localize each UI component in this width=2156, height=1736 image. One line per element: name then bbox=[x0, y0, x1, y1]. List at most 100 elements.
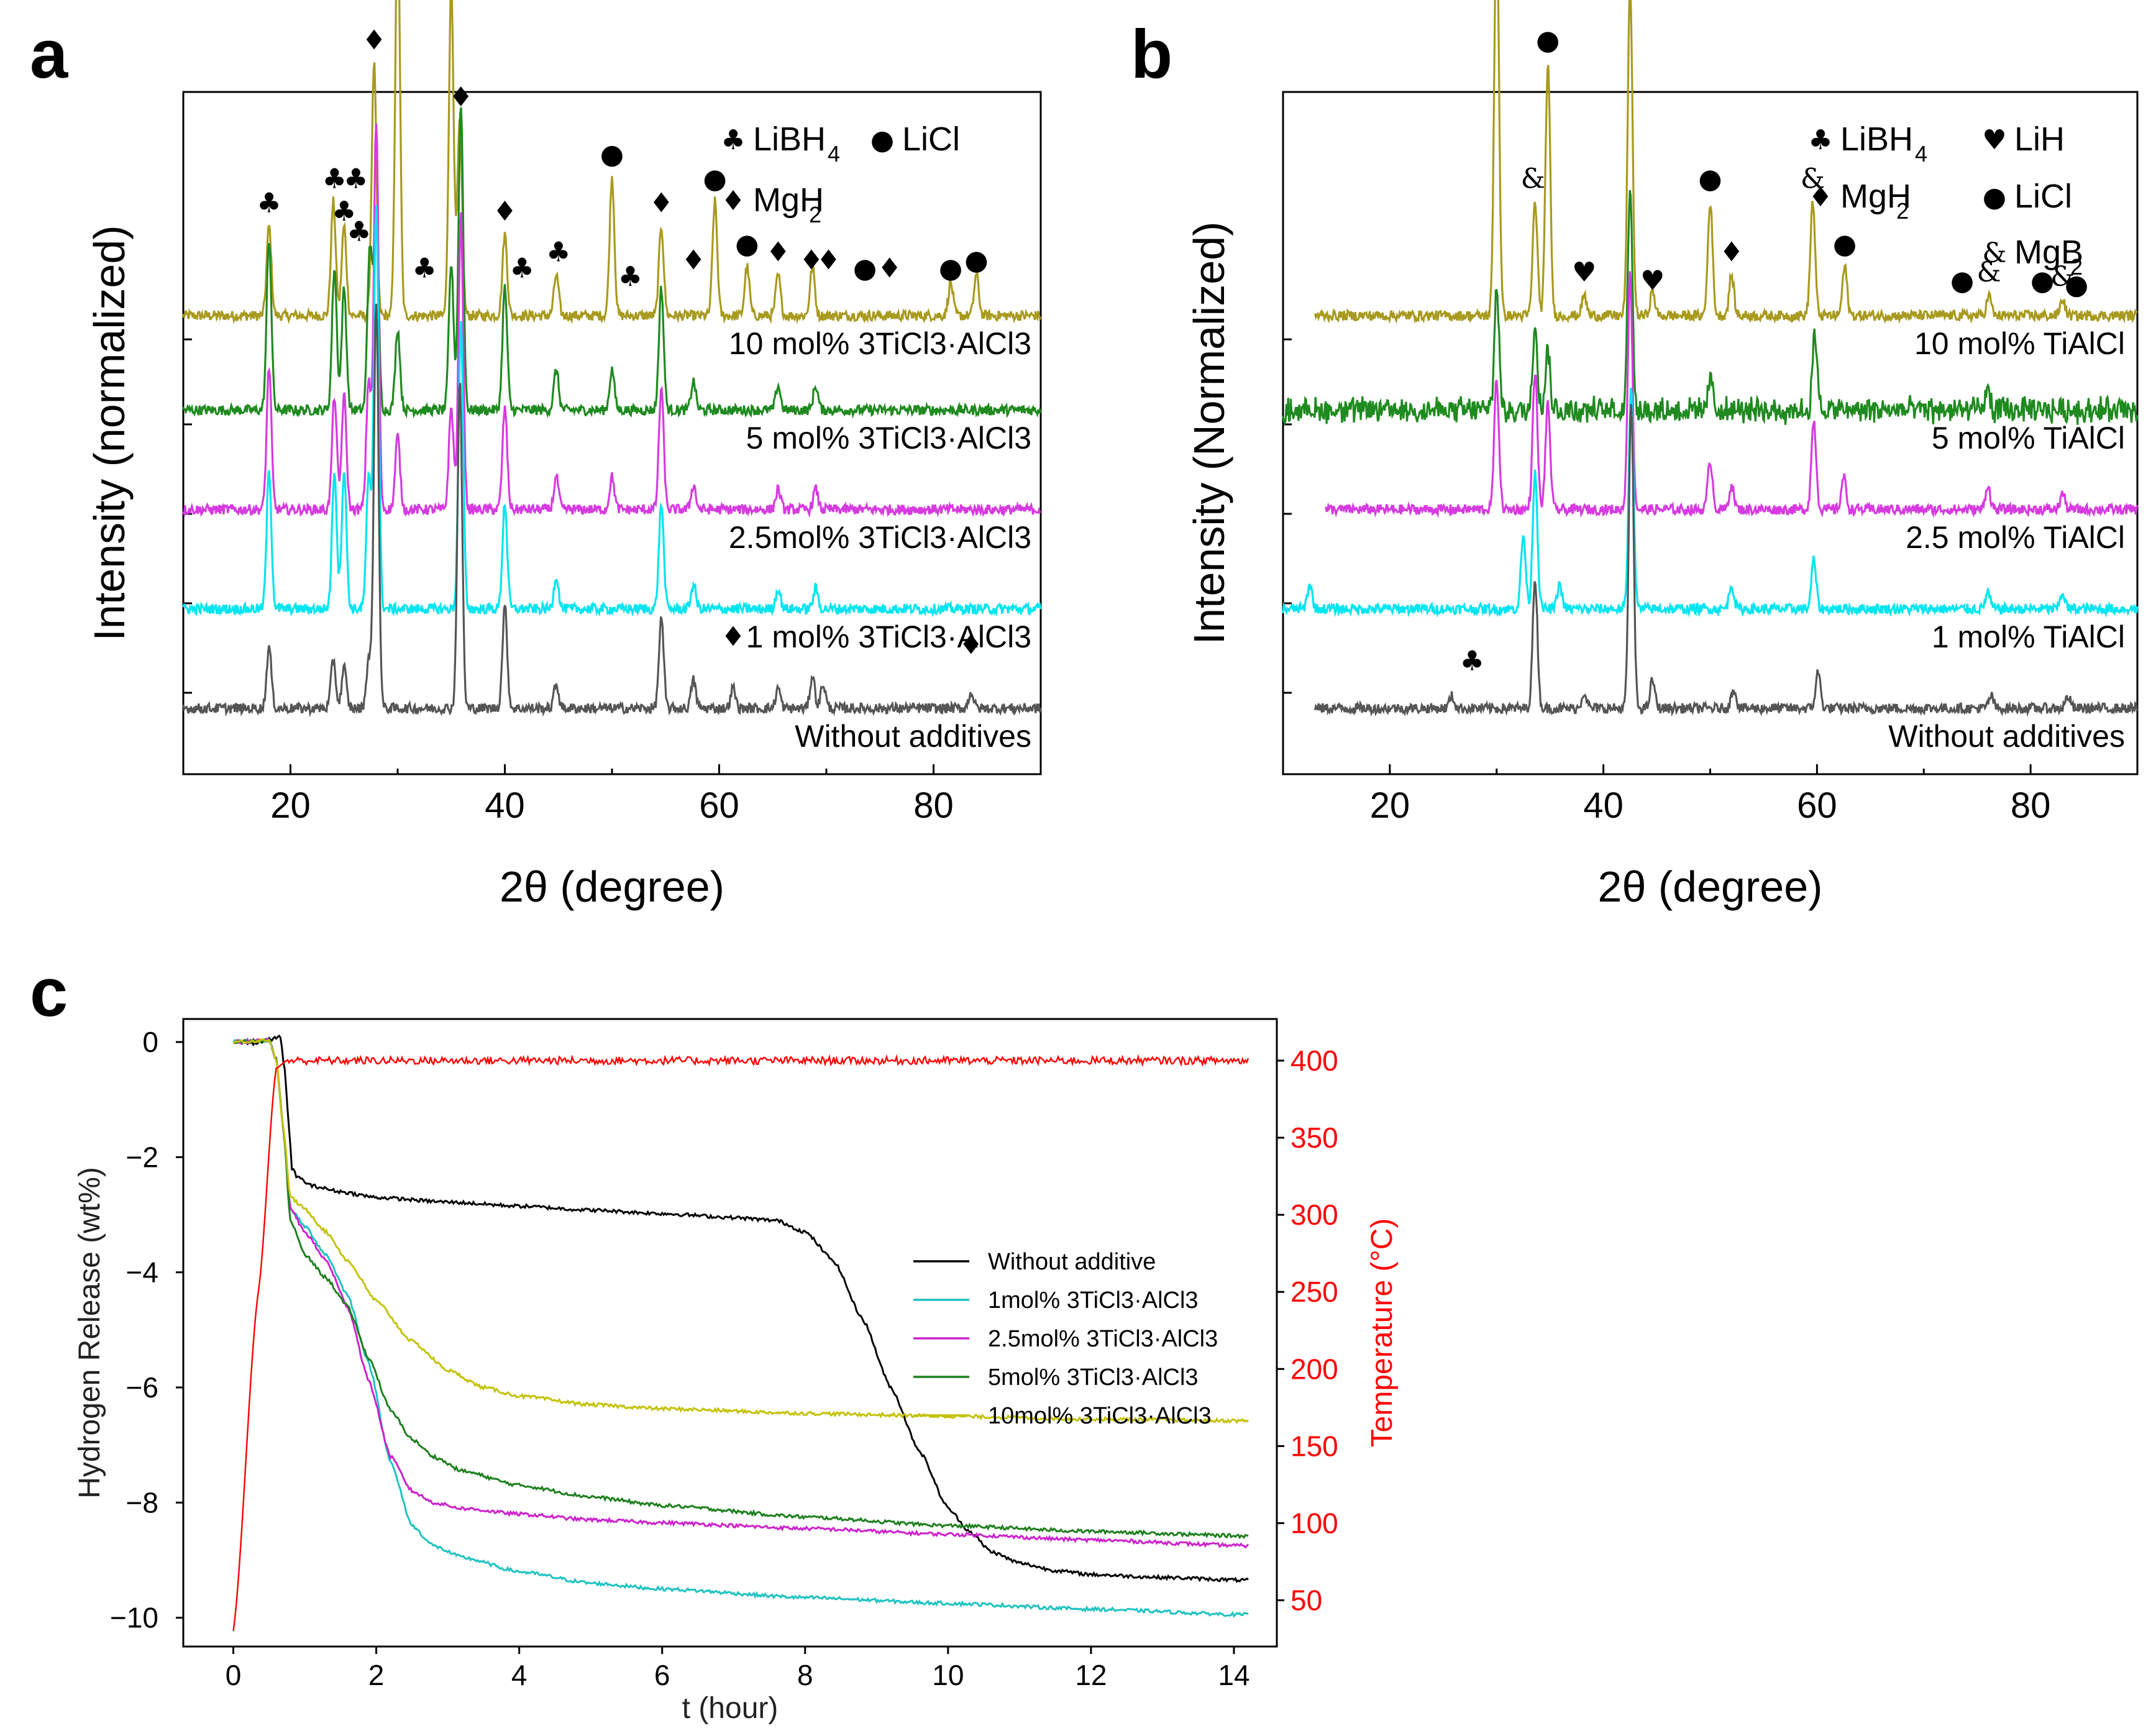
x-tick-label: 40 bbox=[1583, 785, 1624, 826]
legend-label: LiCl bbox=[902, 121, 960, 158]
series-label-without-additives: Without additives bbox=[1888, 719, 2125, 754]
peak-marker: ♣ bbox=[322, 163, 346, 194]
legend-symbol: ♦ bbox=[721, 185, 745, 217]
y2-tick-label: 400 bbox=[1290, 1044, 1338, 1077]
peak-marker: ● bbox=[600, 139, 624, 170]
legend-label: 5mol% 3TiCl3·AlCl3 bbox=[988, 1364, 1199, 1391]
series-line-1-mol-tialcl bbox=[1282, 388, 2139, 618]
x-tick-label: 20 bbox=[270, 785, 311, 826]
y-tick-label: −2 bbox=[126, 1141, 158, 1173]
legend-subscript: 4 bbox=[828, 141, 840, 167]
y-tick-label: −6 bbox=[126, 1371, 158, 1404]
series-line-without-additive bbox=[233, 1034, 1249, 1583]
series-line-2-5mol-3ticl3-alcl3 bbox=[233, 1037, 1249, 1549]
series-line-1-mol-3ticl3-alcl3 bbox=[182, 205, 1042, 618]
x-tick-label: 80 bbox=[913, 785, 954, 826]
legend-label: LiH bbox=[2014, 121, 2065, 158]
series-label-10-mol-tialcl: 10 mol% TiAlCl bbox=[1914, 326, 2125, 361]
peak-marker: ♦ bbox=[877, 253, 902, 285]
x-tick-label: 4 bbox=[511, 1659, 528, 1691]
legend-symbol: ♣ bbox=[1808, 124, 1832, 156]
series-label-5-mol-3ticl3-alcl3: 5 mol% 3TiCl3·AlCl3 bbox=[746, 421, 1031, 455]
legend-symbol: ♦ bbox=[1808, 181, 1832, 213]
plot-frame bbox=[182, 1018, 1278, 1648]
legend-entry: ♣ LiBH 4 bbox=[1808, 121, 1927, 167]
y-axis-label: Intensity (normalized) bbox=[85, 225, 134, 641]
panel-label-b: b bbox=[1131, 16, 1172, 93]
y2-tick-label: 200 bbox=[1290, 1353, 1338, 1385]
y2-tick-label: 100 bbox=[1290, 1507, 1338, 1539]
peak-marker: ♣ bbox=[347, 216, 371, 248]
legend-subscript: 4 bbox=[1915, 141, 1927, 167]
peak-marker: ♣ bbox=[344, 163, 368, 194]
panel-label-c: c bbox=[30, 954, 68, 1031]
panel-c-hydrogen-release-chart: 0 2 4 6 8 10 12 14 0 −2 −4 −6 −8 −10 400 350 300 250 200 15… bbox=[73, 1018, 1399, 1725]
y-tick-label: −10 bbox=[110, 1602, 158, 1634]
peak-marker: ● bbox=[2030, 265, 2054, 296]
legend-symbol: & bbox=[1982, 237, 2006, 269]
legend-label: LiCl bbox=[2014, 178, 2072, 215]
peak-marker: ● bbox=[1698, 163, 1722, 194]
peak-marker: ♦ bbox=[681, 245, 705, 276]
legend-label: LiBH bbox=[753, 121, 826, 158]
x-tick-label: 60 bbox=[699, 785, 739, 826]
series-line-2-5mol-3ticl3-alcl3 bbox=[182, 123, 1041, 518]
peak-marker: ● bbox=[735, 228, 759, 260]
peak-marker: ♦ bbox=[766, 236, 790, 268]
series-line-without-additives bbox=[182, 303, 1042, 718]
y2-tick-label: 50 bbox=[1290, 1584, 1322, 1617]
x-tick-label: 8 bbox=[797, 1659, 813, 1691]
series-label-10-mol-3ticl3-alcl3: 10 mol% 3TiCl3·AlCl3 bbox=[729, 326, 1031, 361]
peak-marker: & bbox=[2050, 261, 2075, 293]
peak-marker: ● bbox=[939, 253, 962, 285]
peak-marker: & bbox=[1801, 163, 1825, 194]
peak-marker: ● bbox=[1833, 228, 1857, 260]
series-line-10-mol-tialcl bbox=[1314, 0, 2138, 324]
peak-marker: & bbox=[1977, 257, 2001, 288]
peak-marker: ♣ bbox=[509, 253, 534, 285]
peak-marker: ♦ bbox=[1719, 236, 1743, 268]
y-axis-label: Hydrogen Release (wt%) bbox=[73, 1167, 106, 1499]
peak-marker: ♦ bbox=[449, 81, 473, 113]
peak-marker: ● bbox=[703, 163, 726, 194]
y2-axis-label: Temperature (°C) bbox=[1366, 1218, 1399, 1448]
series-label-without-additives: Without additives bbox=[795, 719, 1031, 754]
peak-marker: ● bbox=[964, 245, 988, 276]
series-line-2-5-mol-tialcl bbox=[1325, 271, 2139, 518]
y2-tick-label: 150 bbox=[1290, 1430, 1338, 1462]
peak-marker: ● bbox=[853, 253, 877, 285]
peak-marker: ♣ bbox=[257, 188, 281, 219]
y2-tick-label: 300 bbox=[1290, 1199, 1338, 1231]
x-tick-label: 0 bbox=[226, 1659, 242, 1691]
peak-marker: ♣ bbox=[412, 253, 436, 285]
panel-label-a: a bbox=[30, 16, 68, 93]
legend-symbol: ● bbox=[870, 124, 894, 156]
x-tick-label: 14 bbox=[1218, 1659, 1249, 1691]
peak-marker: ♦ bbox=[493, 196, 517, 227]
legend-label: MgH bbox=[753, 181, 824, 219]
y2-tick-label: 350 bbox=[1290, 1122, 1338, 1154]
legend-subscript: 2 bbox=[1896, 198, 1909, 224]
series-label-2-5-mol-tialcl: 2.5 mol% TiAlCl bbox=[1906, 520, 2125, 555]
x-axis-label: t (hour) bbox=[682, 1692, 779, 1725]
y-tick-label: −8 bbox=[126, 1486, 158, 1519]
series-label-5-mol-tialcl: 5 mol% TiAlCl bbox=[1932, 421, 2125, 455]
peak-marker: ♦ bbox=[816, 245, 841, 276]
legend-entry: ● LiCl bbox=[1983, 178, 2072, 215]
peak-marker: ♦ bbox=[799, 245, 823, 276]
legend-symbol: ● bbox=[1983, 181, 2006, 213]
legend-label: MgB bbox=[2014, 234, 2083, 271]
series-line-1mol-3ticl3-alcl3 bbox=[232, 1038, 1249, 1618]
legend-label: 1mol% 3TiCl3·AlCl3 bbox=[988, 1287, 1199, 1313]
peak-marker: ♣ bbox=[546, 236, 570, 268]
legend-entry: ♣ LiBH 4 bbox=[721, 121, 840, 167]
series-line-5-mol-3ticl3-alcl3 bbox=[182, 107, 1042, 419]
series-line-5-mol-tialcl bbox=[1282, 190, 2139, 426]
x-tick-label: 40 bbox=[485, 785, 525, 826]
peak-marker: ♣ bbox=[1459, 646, 1484, 677]
peak-marker: ♣ bbox=[618, 261, 642, 293]
y-tick-label: −4 bbox=[126, 1256, 158, 1289]
legend-entry: ♥ LiH bbox=[1982, 121, 2065, 158]
